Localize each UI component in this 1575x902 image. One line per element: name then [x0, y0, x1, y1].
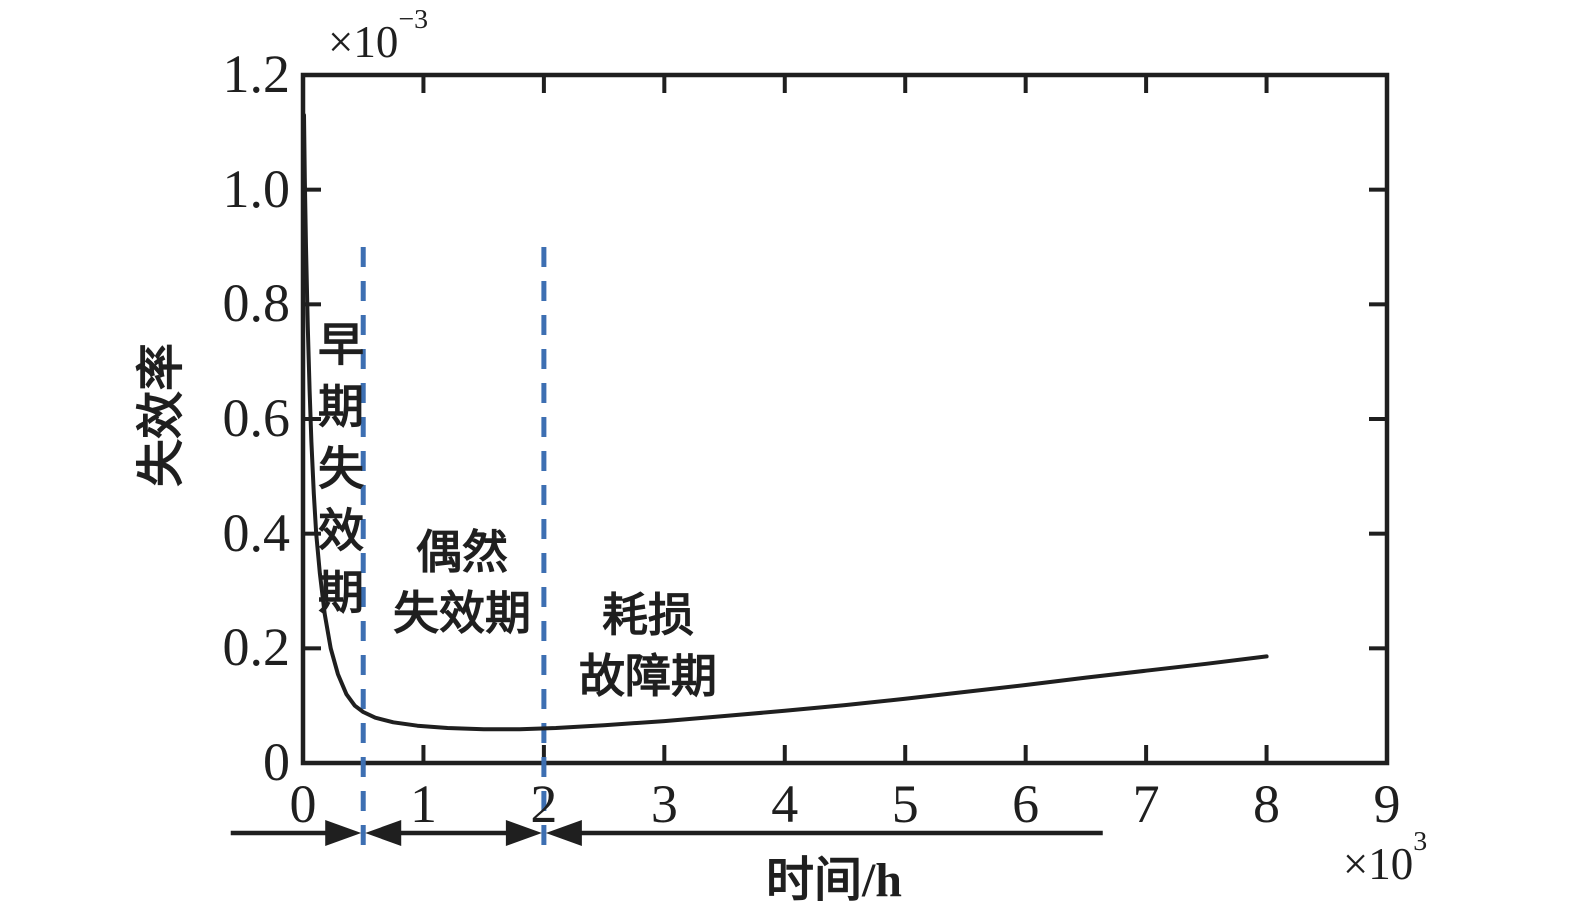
x-scale-base: ×10 [1342, 839, 1414, 889]
y-tick-label: 0.2 [222, 617, 291, 678]
phase-label-random: 偶然 失效期 [332, 522, 592, 644]
x-tick-label: 6 [1012, 774, 1040, 834]
period-arrowhead-left [365, 820, 402, 846]
x-tick-label: 8 [1253, 774, 1281, 834]
plot-border [300, 72, 1390, 766]
y-tick-label: 0.8 [222, 273, 291, 334]
phase-label-random-line1: 偶然 [416, 527, 508, 578]
phase-label-random-line2: 失效期 [393, 588, 531, 639]
y-tick-label: 1.2 [222, 44, 291, 104]
x-axis-label: 时间/h [765, 854, 903, 902]
y-tick-label: 0.4 [222, 502, 291, 563]
y-tick-label: 1.0 [222, 158, 291, 219]
y-tick-label: 0.6 [222, 388, 291, 448]
x-tick-label: 5 [891, 774, 919, 834]
period-arrowhead-left [545, 820, 582, 846]
phase-label-wearout: 耗损 故障期 [518, 585, 778, 707]
x-tick-label: 9 [1373, 774, 1401, 834]
x-tick-label: 4 [771, 774, 799, 834]
phase-label-early: 早期失效期 [312, 320, 363, 630]
y-tick-label: 0 [263, 732, 290, 792]
x-scale-multiplier: ×103 [1280, 826, 1490, 890]
x-scale-exponent: 3 [1413, 826, 1428, 858]
y-scale-multiplier: ×10−3 [328, 4, 428, 68]
x-tick-label: 7 [1132, 774, 1160, 834]
y-scale-base: ×10 [328, 17, 399, 67]
period-arrowhead-right [325, 820, 362, 846]
phase-label-wearout-line2: 故障期 [579, 651, 717, 702]
x-tick-label: 0 [289, 774, 317, 834]
x-tick-label: 3 [650, 774, 678, 834]
x-tick-label: 2 [530, 774, 558, 834]
phase-label-wearout-line1: 耗损 [602, 590, 694, 641]
failure-rate-curve [302, 113, 1269, 732]
period-arrowhead-right [505, 820, 542, 846]
y-scale-exponent: −3 [398, 4, 429, 36]
x-tick-label: 1 [409, 774, 437, 834]
